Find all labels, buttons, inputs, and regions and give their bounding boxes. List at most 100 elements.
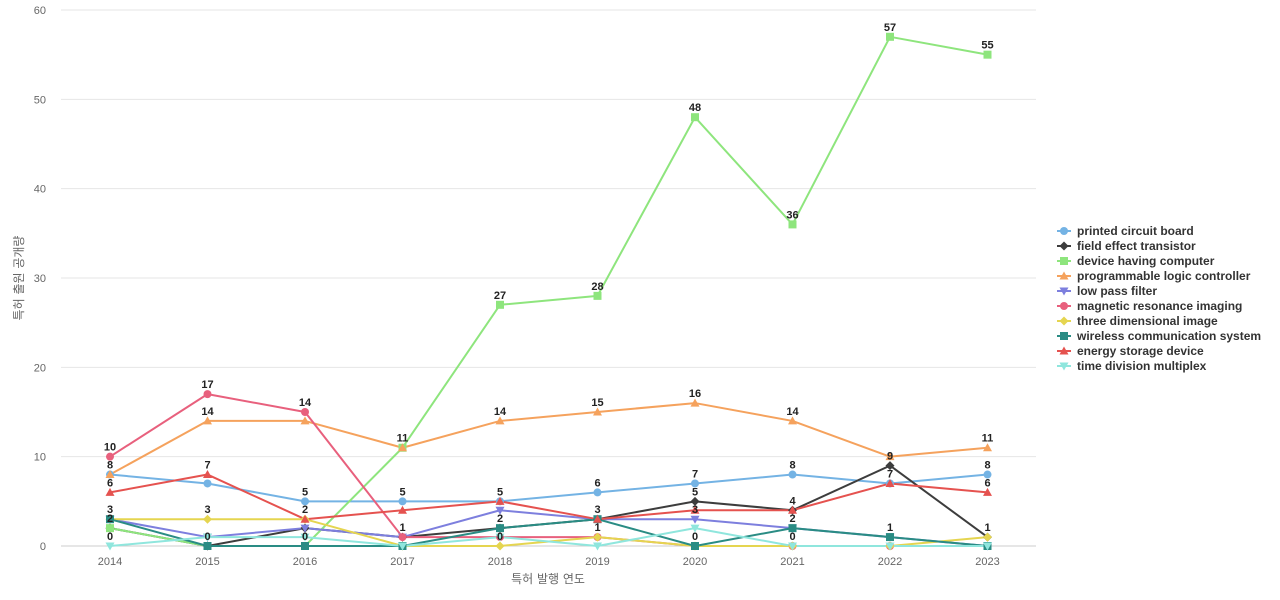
x-tick-label: 2015: [195, 556, 219, 568]
data-label: 1: [594, 522, 600, 534]
data-point-energy-storage-device: [398, 505, 407, 514]
data-point-programmable-logic-controller: [885, 452, 895, 461]
data-label: 16: [689, 388, 701, 400]
data-point-time-division-multiplex: [983, 542, 992, 551]
data-label: 55: [981, 40, 993, 52]
data-point-wireless-communication-system: [496, 524, 504, 533]
data-label: 2: [107, 513, 113, 525]
data-point-printed-circuit-board: [788, 470, 797, 479]
data-point-printed-circuit-board: [691, 479, 699, 488]
x-tick-label: 2020: [683, 556, 707, 568]
data-point-magnetic-resonance-imaging: [398, 533, 407, 542]
x-tick-label: 2023: [975, 556, 999, 568]
legend-item-time-division-multiplex[interactable]: time division multiplex: [1057, 359, 1207, 373]
data-label: 6: [107, 477, 113, 489]
x-tick-label: 2018: [488, 556, 512, 568]
data-label: 7: [887, 468, 893, 480]
legend-label: low pass filter: [1077, 284, 1157, 298]
data-point-device-having-computer: [496, 300, 504, 309]
data-label: 4: [789, 495, 796, 507]
data-point-programmable-logic-controller: [105, 470, 115, 479]
data-point-three-dimensional-image: [983, 532, 992, 542]
legend-marker-icon: [1059, 346, 1069, 355]
data-label: 2: [302, 504, 308, 516]
legend-label: three dimensional image: [1077, 314, 1218, 328]
legend-label: energy storage device: [1077, 344, 1204, 358]
legend-item-three-dimensional-image[interactable]: three dimensional image: [1057, 314, 1218, 328]
series-lines: [109, 35, 989, 547]
data-point-energy-storage-device: [495, 496, 505, 505]
data-label: 5: [302, 486, 308, 498]
legend-label: magnetic resonance imaging: [1077, 299, 1242, 313]
data-label: 7: [204, 460, 210, 472]
y-tick-label: 30: [34, 273, 46, 285]
legend-item-low-pass-filter[interactable]: low pass filter: [1057, 284, 1157, 298]
data-point-wireless-communication-system: [691, 542, 699, 550]
data-point-energy-storage-device: [300, 514, 310, 523]
data-point-programmable-logic-controller: [203, 416, 212, 425]
data-label: 14: [786, 406, 799, 418]
legend-item-device-having-computer[interactable]: device having computer: [1057, 254, 1215, 268]
data-label: 11: [397, 433, 409, 445]
data-point-magnetic-resonance-imaging: [301, 408, 309, 416]
data-point-magnetic-resonance-imaging: [106, 452, 114, 461]
y-tick-label: 20: [34, 362, 46, 374]
data-point-printed-circuit-board: [983, 470, 992, 479]
x-tick-label: 2019: [585, 556, 609, 568]
data-point-wireless-communication-system: [886, 533, 894, 542]
data-label: 8: [984, 460, 990, 472]
data-label: 0: [692, 531, 698, 543]
data-label: 5: [497, 486, 503, 498]
data-point-magnetic-resonance-imaging: [203, 390, 212, 399]
data-point-printed-circuit-board: [398, 497, 407, 506]
x-tick-label: 2016: [293, 556, 317, 568]
legend-marker-icon: [1059, 287, 1069, 296]
data-label: 3: [692, 504, 698, 516]
legend-label: time division multiplex: [1077, 359, 1207, 373]
legend-item-field-effect-transistor[interactable]: field effect transistor: [1057, 239, 1196, 253]
data-point-energy-storage-device: [690, 505, 700, 514]
y-tick-label: 40: [34, 184, 46, 196]
data-point-wireless-communication-system: [788, 524, 797, 533]
legend-item-programmable-logic-controller[interactable]: programmable logic controller: [1057, 269, 1251, 283]
data-point-energy-storage-device: [203, 470, 212, 479]
data-label: 2: [497, 513, 503, 525]
data-point-device-having-computer: [691, 113, 699, 122]
legend-label: wireless communication system: [1076, 329, 1261, 343]
data-label: 9: [887, 451, 893, 463]
data-label: 27: [494, 290, 506, 302]
data-label: 0: [204, 531, 210, 543]
data-point-three-dimensional-image: [593, 532, 602, 542]
data-point-three-dimensional-image: [203, 514, 212, 524]
data-point-device-having-computer: [788, 220, 797, 229]
data-label: 3: [594, 504, 600, 516]
series-line-device-having-computer: [109, 35, 988, 547]
data-label: 1: [984, 522, 990, 534]
data-point-low-pass-filter: [495, 506, 505, 515]
data-label: 57: [884, 22, 896, 34]
legend-marker-icon: [1060, 302, 1068, 310]
data-point-device-having-computer: [983, 50, 992, 59]
legend-item-printed-circuit-board[interactable]: printed circuit board: [1057, 224, 1194, 238]
data-label: 3: [107, 504, 113, 516]
y-tick-label: 50: [34, 94, 46, 106]
data-label: 5: [399, 486, 405, 498]
data-label: 3: [204, 504, 210, 516]
data-point-low-pass-filter: [300, 524, 310, 533]
legend-item-energy-storage-device[interactable]: energy storage device: [1057, 344, 1204, 358]
data-label: 1: [399, 522, 405, 534]
x-tick-label: 2022: [878, 556, 902, 568]
data-label: 5: [692, 486, 698, 498]
data-point-time-division-multiplex: [885, 542, 895, 551]
data-label: 17: [201, 379, 213, 391]
legend-label: programmable logic controller: [1077, 269, 1251, 283]
series-line-energy-storage-device: [109, 473, 988, 521]
legend-item-magnetic-resonance-imaging[interactable]: magnetic resonance imaging: [1057, 299, 1242, 313]
data-label: 0: [107, 531, 113, 543]
legend-marker-icon: [1060, 257, 1068, 265]
legend-item-wireless-communication-system[interactable]: wireless communication system: [1057, 329, 1261, 343]
grid-lines: [61, 9, 1036, 547]
legend-marker-icon: [1059, 316, 1069, 326]
data-label: 2: [789, 513, 795, 525]
